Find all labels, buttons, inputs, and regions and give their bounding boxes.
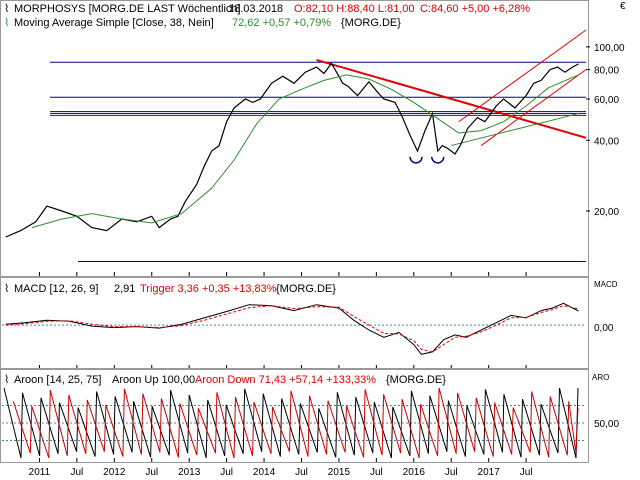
time-tick-label: Jul <box>445 467 458 478</box>
sma38-line <box>31 74 579 229</box>
aroon-up-line <box>3 387 579 459</box>
price-tick-label: 60,00 <box>594 95 619 106</box>
currency-label: € <box>620 1 626 12</box>
macd-trigger-line <box>5 305 579 353</box>
time-tick-label: Jul <box>220 467 233 478</box>
aroon-symbol: {MORG.DE} <box>386 374 446 386</box>
trendline <box>480 69 587 146</box>
time-tick-label: 2011 <box>29 467 51 478</box>
time-tick-label: 2015 <box>328 467 351 478</box>
ma-value: 72,62 +0,57 +0,79% <box>232 17 331 29</box>
symbol-icon: ⌇ <box>4 3 9 15</box>
ohlc-values: O:82,10 H:88,40 L:81,00 <box>294 3 414 15</box>
macd-panel-frame <box>0 277 589 369</box>
ma-label: Moving Average Simple [Close, 38, Nein] <box>14 17 214 29</box>
ma-symbol: {MORG.DE} <box>341 17 401 29</box>
bottom-marker <box>409 156 423 164</box>
aroon-label: Aroon [14, 25, 75] <box>14 374 101 386</box>
header-line: ⌇ MORPHOSYS [MORG.DE LAST Wöchentlich] 1… <box>4 3 530 15</box>
aroon-down: Aroon Down 71,43 +57,14 +133,33% <box>195 374 376 386</box>
trendline <box>458 29 587 123</box>
macd-icon: ⌇ <box>4 283 9 295</box>
time-tick-label: 2013 <box>178 467 201 478</box>
price-tick-label: 20,00 <box>594 207 619 218</box>
time-tick-label: 2012 <box>103 467 126 478</box>
aroon-up: Aroon Up 100,00 <box>112 374 195 386</box>
price-series-line <box>5 62 579 238</box>
price-tick-label: 100,00 <box>594 43 625 54</box>
price-tick-label: 80,00 <box>594 66 619 77</box>
price-change: C:84,60 +5,00 +6,28% <box>420 3 530 15</box>
trendline <box>316 58 587 139</box>
instrument-title: MORPHOSYS [MORG.DE LAST Wöchentlich] <box>14 3 241 15</box>
time-tick-label: Jul <box>295 467 308 478</box>
macd-trigger: Trigger 3,36 +0,35 +13,83% <box>140 283 277 295</box>
price-date: 18.03.2018 <box>228 3 283 15</box>
aroon-down-line <box>12 387 579 459</box>
time-tick-label: 2014 <box>253 467 276 478</box>
macd-symbol: {MORG.DE} <box>276 283 336 295</box>
macd-line <box>5 302 579 355</box>
aroon-panel-frame <box>0 369 589 463</box>
macd-axis-title: MACD <box>594 280 618 289</box>
time-tick-label: 2016 <box>403 467 426 478</box>
macd-value: 2,91 <box>114 283 135 295</box>
macd-legend: ⌇ MACD [12, 26, 9] 2,91 Trigger 3,36 +0,… <box>4 280 618 334</box>
price-panel: 100,00 80,00 60,00 40,00 20,00 <box>5 29 625 262</box>
time-tick-label: Jul <box>370 467 383 478</box>
aroon-axis-title: ARO <box>592 373 609 382</box>
time-tick-label: 2017 <box>478 467 501 478</box>
price-tick-label: 40,00 <box>594 136 619 147</box>
time-tick-label: Jul <box>520 467 533 478</box>
bottom-marker <box>431 156 445 164</box>
macd-label: MACD [12, 26, 9] <box>14 283 98 295</box>
time-tick-label: Jul <box>70 467 83 478</box>
time-axis: 2011 Jul 2012 Jul 2013 Jul 2014 Jul 2015 Jul 2016 J… <box>29 272 533 478</box>
time-tick-label: Jul <box>145 467 158 478</box>
aroon-icon: ⌇ <box>4 374 9 386</box>
aroon-legend: ⌇ Aroon [14, 25, 75] Aroon Up 100,00 Aro… <box>4 373 619 430</box>
trendline <box>451 113 579 147</box>
aroon-tick-fifty: 50,00 <box>594 419 619 430</box>
price-panel-frame <box>0 0 589 277</box>
ma-legend: ⌇ Moving Average Simple [Close, 38, Nein… <box>4 17 401 29</box>
ma-icon: ⌇ <box>4 17 9 29</box>
macd-panel <box>2 302 586 355</box>
aroon-panel <box>2 387 586 459</box>
macd-tick-zero: 0,00 <box>594 323 614 334</box>
